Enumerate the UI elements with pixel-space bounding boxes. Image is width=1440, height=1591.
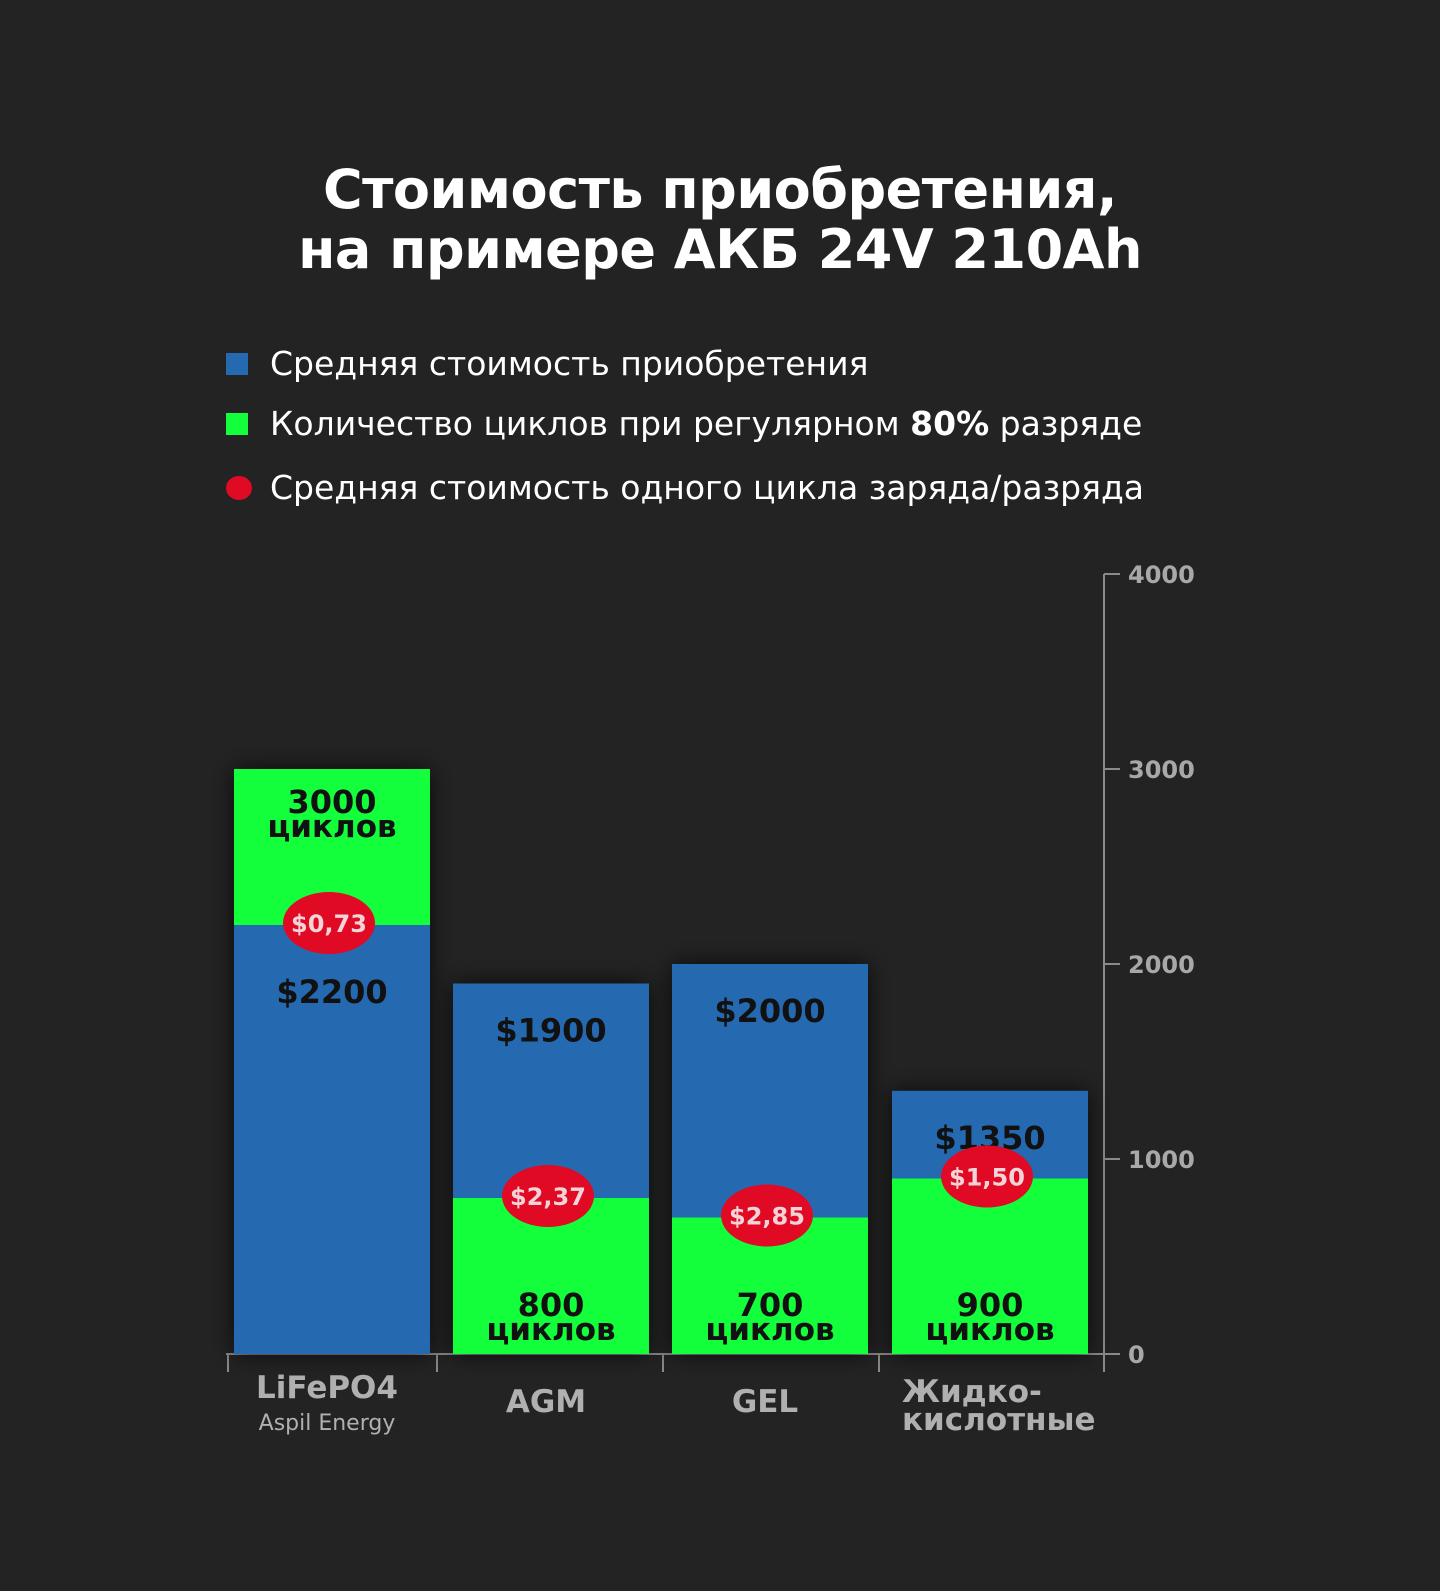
legend-swatch-price <box>226 353 248 375</box>
category-label: Жидко- <box>902 1374 1042 1410</box>
bar-cycles <box>892 1178 1088 1354</box>
legend-label-cycle-cost: Средняя стоимость одного цикла заряда/ра… <box>270 468 1144 507</box>
cycle-cost-label: $2,37 <box>510 1183 586 1211</box>
price-label: $1900 <box>495 1012 606 1050</box>
cycle-cost-marker <box>721 1184 813 1247</box>
cycles-unit-label: циклов <box>267 809 396 845</box>
y-tick-label: 3000 <box>1128 756 1195 784</box>
y-tick-label: 4000 <box>1128 561 1195 589</box>
cycle-cost-label: $0,73 <box>291 910 367 938</box>
category-label: LiFePO4 <box>256 1370 398 1406</box>
bar-price <box>453 983 649 1198</box>
cycles-count-label: 700 <box>737 1286 804 1324</box>
cycle-cost-marker <box>502 1165 594 1227</box>
y-tick-label: 0 <box>1128 1341 1145 1369</box>
category-label: AGM <box>506 1384 586 1420</box>
cycle-cost-marker <box>941 1145 1033 1208</box>
category-sublabel: Aspil Energy <box>259 1411 396 1436</box>
chart-title-line-1: Стоимость приобретения, <box>323 158 1118 221</box>
cycles-count-label: 900 <box>957 1286 1024 1324</box>
cycles-unit-label: циклов <box>705 1312 834 1348</box>
legend-swatch-cycle-cost <box>226 476 252 500</box>
cycles-count-label: 800 <box>518 1286 585 1324</box>
y-tick-label: 1000 <box>1128 1146 1195 1174</box>
bar-price <box>672 964 868 1218</box>
legend-swatch-cycles <box>226 413 248 435</box>
legend-label-cycles: Количество циклов при регулярном 80% раз… <box>270 404 1143 443</box>
cycle-cost-label: $2,85 <box>729 1203 805 1231</box>
y-tick-label: 2000 <box>1128 951 1195 979</box>
legend-label-price: Средняя стоимость приобретения <box>270 344 869 383</box>
cycles-unit-label: циклов <box>925 1312 1054 1348</box>
category-label: GEL <box>732 1384 798 1420</box>
price-label: $2200 <box>276 973 387 1011</box>
chart-title: Стоимость приобретения, на примере АКБ 2… <box>0 160 1440 280</box>
bar-group <box>453 983 649 1354</box>
price-label: $2000 <box>714 992 825 1030</box>
label-layer: $22003000циклов$0,73$1900800циклов$2,37$… <box>267 783 1054 1348</box>
chart-title-line-2: на примере АКБ 24V 210Ah <box>298 218 1142 281</box>
cycle-cost-label: $1,50 <box>949 1164 1025 1192</box>
bar-layer <box>234 769 1088 1354</box>
cycle-cost-marker <box>283 892 375 954</box>
bar-group <box>234 769 430 1354</box>
axis-layer: 0 1000 2000 3000 4000 LiFePO4 Aspil Energy AGM G… <box>226 561 1195 1438</box>
category-label: кислотные <box>902 1402 1096 1438</box>
cycles-unit-label: циклов <box>486 1312 615 1348</box>
cycles-count-label: 3000 <box>287 783 376 821</box>
bar-price <box>234 925 430 1354</box>
